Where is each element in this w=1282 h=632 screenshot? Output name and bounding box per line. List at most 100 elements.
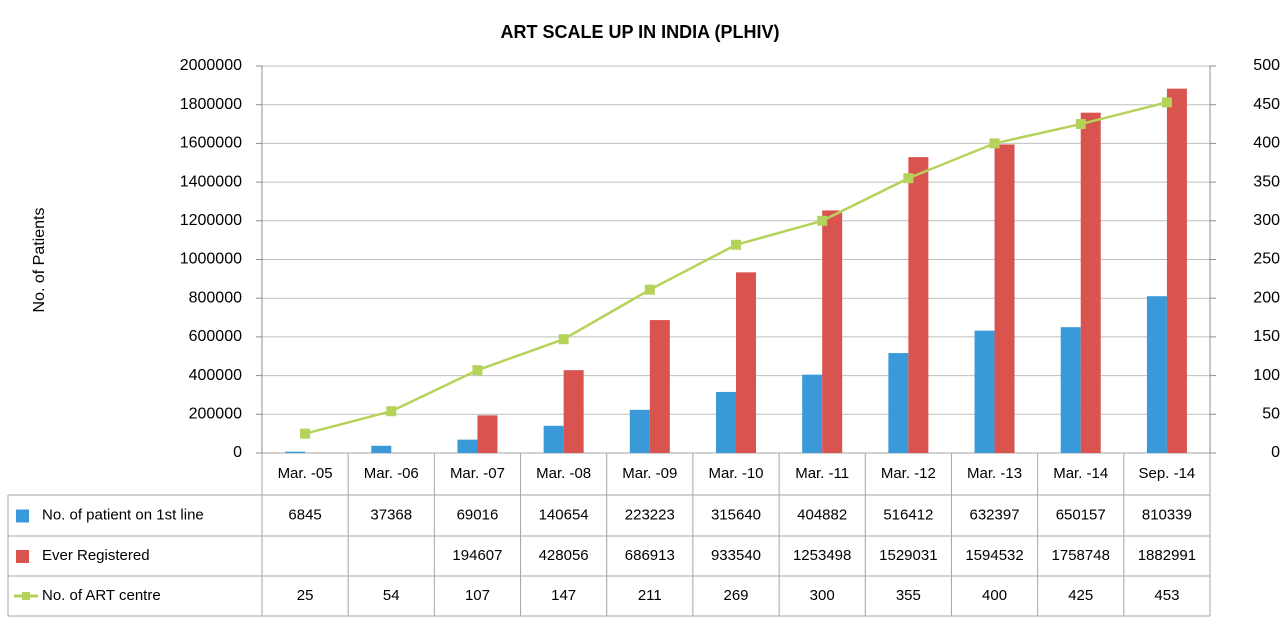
table-cell: 516412 (883, 506, 933, 523)
table-cell: 6845 (288, 506, 321, 523)
table-cell: 147 (551, 587, 576, 604)
x-tick-label: Mar. -05 (278, 465, 333, 482)
table-cell: 315640 (711, 506, 761, 523)
table-cell: 650157 (1056, 506, 1106, 523)
bar (629, 409, 650, 453)
y2-tick-label: 50 (1262, 406, 1280, 423)
y2-tick-label: 0 (1271, 444, 1280, 461)
line-marker (1161, 97, 1172, 108)
bar (974, 330, 995, 453)
table-cell: 425 (1068, 587, 1093, 604)
y-tick-label: 1600000 (180, 135, 242, 152)
bar (994, 144, 1015, 453)
line-marker (1075, 119, 1086, 130)
line-marker (644, 284, 655, 295)
table-cell: 686913 (625, 547, 675, 564)
table-cell: 428056 (539, 547, 589, 564)
table-cell: 1253498 (793, 547, 851, 564)
table-cell: 54 (383, 587, 400, 604)
y-axis-label: No. of Patients (31, 208, 48, 313)
line-marker (989, 138, 1000, 149)
bar (888, 353, 909, 453)
x-tick-label: Mar. -10 (708, 465, 763, 482)
bar (1146, 296, 1167, 453)
x-tick-label: Sep. -14 (1139, 465, 1196, 482)
y-tick-label: 0 (233, 444, 242, 461)
line-marker (731, 239, 741, 250)
bar (457, 439, 478, 453)
x-tick-label: Mar. -14 (1053, 465, 1108, 482)
y-tick-label: 1200000 (180, 212, 242, 229)
legend-key (16, 550, 29, 563)
table-cell: 1594532 (965, 547, 1023, 564)
table-cell: 1882991 (1138, 547, 1196, 564)
table-cell: 69016 (457, 506, 499, 523)
line-marker (386, 406, 397, 417)
y2-tick-label: 250 (1253, 251, 1280, 268)
y-tick-label: 1400000 (180, 173, 242, 190)
y-tick-label: 2000000 (180, 57, 242, 74)
y-tick-label: 200000 (189, 406, 242, 423)
x-tick-label: Mar. -11 (795, 465, 849, 482)
x-tick-label: Mar. -09 (622, 465, 677, 482)
y2-tick-label: 200 (1253, 289, 1280, 306)
bar (1080, 112, 1101, 454)
legend-key (16, 509, 29, 523)
bar (802, 374, 823, 453)
bar (285, 451, 306, 453)
table-cell: 140654 (539, 506, 589, 523)
legend-label: No. of ART centre (42, 587, 161, 604)
bar (908, 157, 929, 453)
table-cell: 632397 (970, 506, 1020, 523)
chart-title: ART SCALE UP IN INDIA (PLHIV) (500, 22, 779, 42)
table-cell: 1529031 (879, 547, 937, 564)
bar (477, 415, 498, 453)
y-tick-label: 600000 (189, 328, 242, 345)
legend-label: Ever Registered (42, 547, 150, 564)
x-tick-label: Mar. -08 (536, 465, 591, 482)
x-tick-label: Mar. -07 (450, 465, 505, 482)
bar (822, 210, 843, 453)
bar (649, 320, 670, 453)
line-marker (558, 334, 569, 345)
legend-label: No. of patient on 1st line (42, 506, 204, 523)
table-cell: 211 (638, 587, 662, 604)
y2-tick-label: 150 (1253, 328, 1280, 345)
y-tick-label: 1000000 (180, 251, 242, 268)
bar (371, 445, 392, 453)
y2-tick-label: 500 (1253, 57, 1280, 74)
line-marker (300, 428, 311, 439)
table-cell: 223223 (625, 506, 675, 523)
table-cell: 300 (810, 587, 835, 604)
table-cell: 269 (723, 587, 748, 604)
table-cell: 404882 (797, 506, 847, 523)
y2-tick-label: 350 (1253, 173, 1280, 190)
bar (716, 391, 736, 453)
table-cell: 400 (982, 587, 1007, 604)
bar (1166, 88, 1187, 454)
x-tick-label: Mar. -12 (881, 465, 936, 482)
line-marker (472, 365, 483, 376)
table-cell: 37368 (370, 506, 412, 523)
table-cell: 194607 (452, 547, 502, 564)
line-marker (903, 173, 914, 184)
table-cell: 1758748 (1052, 547, 1110, 564)
y-tick-label: 800000 (189, 289, 242, 306)
bar (543, 425, 564, 453)
table-cell: 25 (297, 587, 314, 604)
bar (563, 370, 584, 453)
table-cell: 933540 (711, 547, 761, 564)
y2-tick-label: 300 (1253, 212, 1280, 229)
y-tick-label: 1800000 (180, 96, 242, 113)
x-tick-label: Mar. -13 (967, 465, 1022, 482)
table-cell: 355 (896, 587, 921, 604)
bar (736, 272, 756, 453)
y2-tick-label: 450 (1253, 96, 1280, 113)
y2-tick-label: 400 (1253, 135, 1280, 152)
legend-key (22, 592, 30, 600)
table-cell: 810339 (1142, 506, 1192, 523)
line-marker (817, 215, 828, 226)
y-tick-label: 400000 (189, 367, 242, 384)
y2-tick-label: 100 (1253, 367, 1280, 384)
